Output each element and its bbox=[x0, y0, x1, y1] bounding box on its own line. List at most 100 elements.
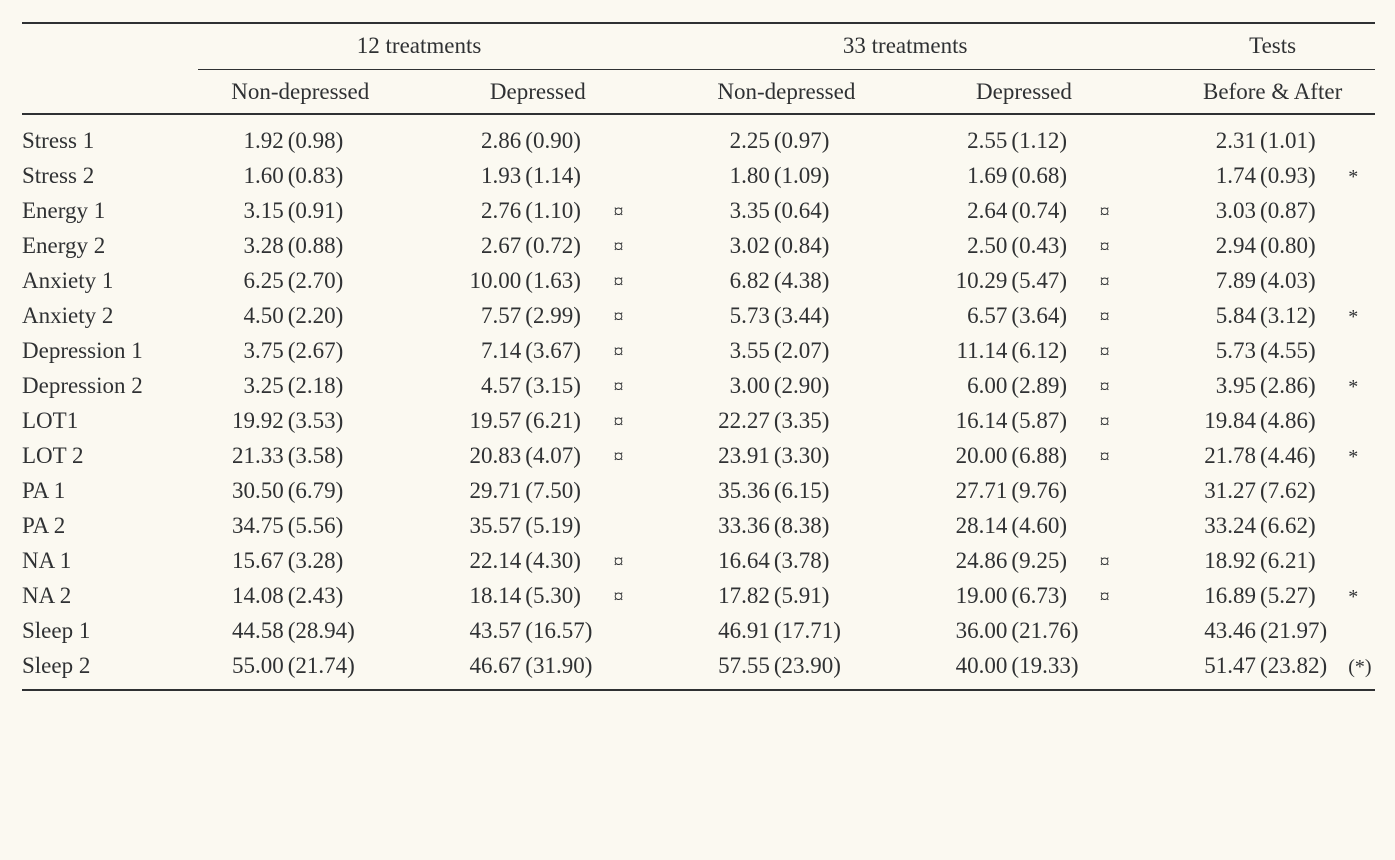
cell-sig bbox=[374, 298, 403, 333]
cell-sig: * bbox=[1346, 438, 1375, 473]
cell-mean: 35.57 bbox=[436, 508, 522, 543]
row-label: NA 1 bbox=[22, 543, 198, 578]
cell-sig: ¤ bbox=[1098, 333, 1127, 368]
cell-sig bbox=[611, 158, 640, 193]
cell-sig: ¤ bbox=[611, 333, 640, 368]
cell-sd: (4.38) bbox=[770, 263, 860, 298]
cell-mean: 16.14 bbox=[922, 403, 1008, 438]
cell-sd: (31.90) bbox=[521, 648, 611, 690]
cell-sd: (2.86) bbox=[1256, 368, 1346, 403]
table-row: NA 115.67(3.28)22.14(4.30)¤16.64(3.78)24… bbox=[22, 543, 1375, 578]
cell-mean: 17.82 bbox=[684, 578, 770, 613]
cell-sig bbox=[1346, 543, 1375, 578]
cell-sig bbox=[860, 473, 889, 508]
header-d-33: Depressed bbox=[922, 70, 1127, 115]
cell-sig bbox=[374, 508, 403, 543]
cell-mean: 19.57 bbox=[436, 403, 522, 438]
table-row: Depression 13.75(2.67)7.14(3.67)¤3.55(2.… bbox=[22, 333, 1375, 368]
cell-sig bbox=[1098, 473, 1127, 508]
cell-sd: (2.43) bbox=[284, 578, 374, 613]
row-label: Energy 2 bbox=[22, 228, 198, 263]
cell-sd: (6.73) bbox=[1007, 578, 1097, 613]
table-row: Energy 23.28(0.88)2.67(0.72)¤3.02(0.84)2… bbox=[22, 228, 1375, 263]
cell-mean: 3.95 bbox=[1170, 368, 1256, 403]
cell-sd: (0.83) bbox=[284, 158, 374, 193]
row-label: Depression 2 bbox=[22, 368, 198, 403]
cell-sig bbox=[860, 613, 889, 648]
cell-mean: 4.50 bbox=[198, 298, 284, 333]
cell-sd: (21.97) bbox=[1256, 613, 1346, 648]
table-row: Anxiety 16.25(2.70)10.00(1.63)¤6.82(4.38… bbox=[22, 263, 1375, 298]
cell-mean: 2.25 bbox=[684, 114, 770, 158]
cell-sd: (7.50) bbox=[521, 473, 611, 508]
cell-mean: 18.14 bbox=[436, 578, 522, 613]
cell-sd: (4.30) bbox=[521, 543, 611, 578]
cell-sd: (2.20) bbox=[284, 298, 374, 333]
cell-mean: 3.00 bbox=[684, 368, 770, 403]
table-body: Stress 11.92(0.98)2.86(0.90)2.25(0.97)2.… bbox=[22, 114, 1375, 690]
cell-sd: (3.58) bbox=[284, 438, 374, 473]
cell-sd: (0.88) bbox=[284, 228, 374, 263]
cell-mean: 33.24 bbox=[1170, 508, 1256, 543]
cell-sig: ¤ bbox=[1098, 263, 1127, 298]
cell-sd: (7.62) bbox=[1256, 473, 1346, 508]
header-nd-12: Non-depressed bbox=[198, 70, 403, 115]
cell-sig bbox=[374, 613, 403, 648]
cell-mean: 7.14 bbox=[436, 333, 522, 368]
table-row: Sleep 144.58(28.94)43.57(16.57)46.91(17.… bbox=[22, 613, 1375, 648]
cell-sig bbox=[1098, 158, 1127, 193]
cell-sd: (6.79) bbox=[284, 473, 374, 508]
cell-mean: 3.55 bbox=[684, 333, 770, 368]
row-label: PA 2 bbox=[22, 508, 198, 543]
row-label: LOT 2 bbox=[22, 438, 198, 473]
cell-sd: (0.72) bbox=[521, 228, 611, 263]
cell-sd: (4.60) bbox=[1007, 508, 1097, 543]
cell-sd: (23.90) bbox=[770, 648, 860, 690]
cell-mean: 27.71 bbox=[922, 473, 1008, 508]
cell-mean: 55.00 bbox=[198, 648, 284, 690]
cell-sig: ¤ bbox=[1098, 578, 1127, 613]
cell-sig bbox=[374, 368, 403, 403]
cell-sd: (5.19) bbox=[521, 508, 611, 543]
cell-sig bbox=[1098, 648, 1127, 690]
cell-sig bbox=[611, 473, 640, 508]
cell-sig bbox=[374, 228, 403, 263]
cell-sd: (28.94) bbox=[284, 613, 374, 648]
cell-sig bbox=[374, 403, 403, 438]
cell-mean: 7.89 bbox=[1170, 263, 1256, 298]
cell-sd: (5.56) bbox=[284, 508, 374, 543]
cell-sig: ¤ bbox=[1098, 193, 1127, 228]
cell-sig: ¤ bbox=[1098, 368, 1127, 403]
cell-sd: (3.53) bbox=[284, 403, 374, 438]
cell-mean: 19.00 bbox=[922, 578, 1008, 613]
cell-sd: (0.87) bbox=[1256, 193, 1346, 228]
table-row: Stress 21.60(0.83)1.93(1.14)1.80(1.09)1.… bbox=[22, 158, 1375, 193]
cell-mean: 6.82 bbox=[684, 263, 770, 298]
cell-sig bbox=[611, 613, 640, 648]
table-row: PA 234.75(5.56)35.57(5.19)33.36(8.38)28.… bbox=[22, 508, 1375, 543]
cell-sig bbox=[860, 578, 889, 613]
cell-mean: 6.57 bbox=[922, 298, 1008, 333]
cell-mean: 2.64 bbox=[922, 193, 1008, 228]
cell-sig: ¤ bbox=[611, 578, 640, 613]
cell-sig bbox=[374, 438, 403, 473]
cell-sd: (0.64) bbox=[770, 193, 860, 228]
cell-sig bbox=[374, 543, 403, 578]
cell-mean: 3.03 bbox=[1170, 193, 1256, 228]
cell-mean: 6.25 bbox=[198, 263, 284, 298]
cell-mean: 46.67 bbox=[436, 648, 522, 690]
cell-sd: (2.18) bbox=[284, 368, 374, 403]
cell-sig bbox=[860, 228, 889, 263]
cell-mean: 1.69 bbox=[922, 158, 1008, 193]
cell-sig: ¤ bbox=[1098, 403, 1127, 438]
cell-sig bbox=[374, 158, 403, 193]
cell-sd: (1.09) bbox=[770, 158, 860, 193]
cell-sd: (2.07) bbox=[770, 333, 860, 368]
cell-sig: * bbox=[1346, 158, 1375, 193]
cell-sig bbox=[1346, 193, 1375, 228]
row-label: Sleep 1 bbox=[22, 613, 198, 648]
cell-sig: ¤ bbox=[611, 228, 640, 263]
cell-sd: (6.12) bbox=[1007, 333, 1097, 368]
table-row: Energy 13.15(0.91)2.76(1.10)¤3.35(0.64)2… bbox=[22, 193, 1375, 228]
cell-sd: (2.99) bbox=[521, 298, 611, 333]
